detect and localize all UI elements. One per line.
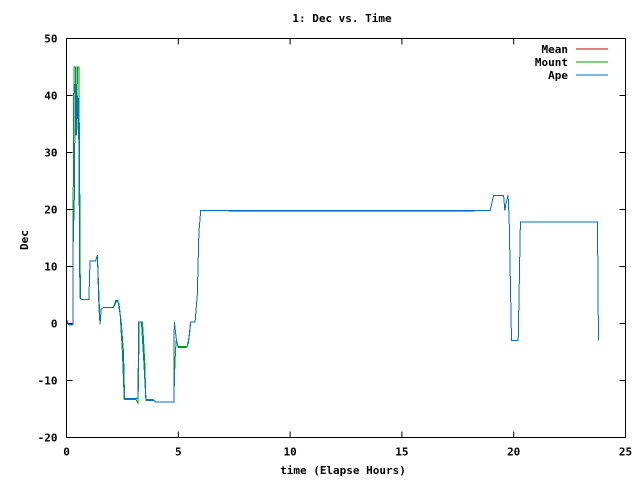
x-tick-label: 25 (619, 446, 632, 459)
series-line-mount (66, 66, 229, 406)
y-tick-label: -20 (38, 432, 58, 445)
y-tick-label: 20 (44, 204, 57, 217)
legend-label-mount: Mount (535, 56, 568, 69)
x-tick-label: 5 (175, 446, 182, 459)
x-tick-label: 15 (395, 446, 408, 459)
plot-frame (66, 38, 626, 438)
y-tick-label: -10 (38, 375, 58, 388)
x-tick-label: 0 (63, 446, 70, 459)
legend-label-ape: Ape (548, 69, 568, 82)
legend-label-mean: Mean (542, 43, 569, 56)
y-tick-label: 0 (51, 318, 58, 331)
y-tick-label: 50 (44, 33, 57, 46)
x-tick-label: 20 (507, 446, 520, 459)
y-axis-label: Dec (18, 230, 31, 250)
series-line-ape (66, 66, 600, 403)
x-tick-label: 10 (283, 446, 296, 459)
y-tick-label: 40 (44, 90, 57, 103)
y-tick-label: 10 (44, 261, 57, 274)
x-axis-label: time (Elapse Hours) (280, 464, 406, 477)
axis-ticks: 0 5 10 15 20 25 -20 -10 0 10 20 30 40 50 (38, 33, 633, 459)
chart-title: 1: Dec vs. Time (292, 12, 392, 25)
series-lines (66, 66, 600, 406)
y-tick-label: 30 (44, 147, 57, 160)
